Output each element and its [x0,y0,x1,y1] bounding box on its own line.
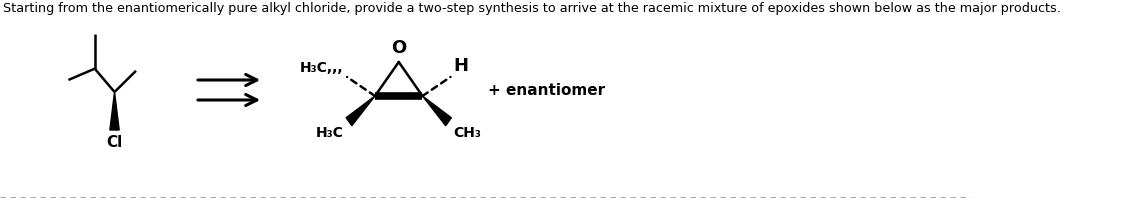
Polygon shape [110,93,119,130]
Text: Starting from the enantiomerically pure alkyl chloride, provide a two-step synth: Starting from the enantiomerically pure … [3,2,1061,15]
Text: CH₃: CH₃ [453,125,481,139]
Polygon shape [346,97,374,126]
Text: H₃C: H₃C [316,125,344,139]
Text: H: H [453,57,468,75]
Text: O: O [392,39,406,57]
Text: H₃C,,,: H₃C,,, [300,61,344,75]
Text: + enantiomer: + enantiomer [488,83,605,98]
Polygon shape [423,97,451,126]
Text: Cl: Cl [106,134,123,149]
